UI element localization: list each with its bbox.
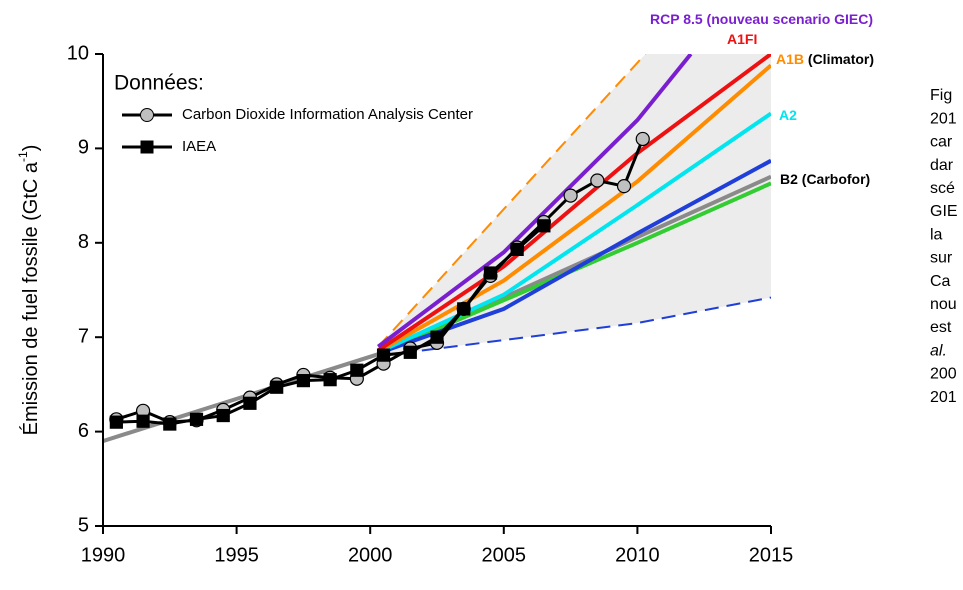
legend-label: Carbon Dioxide Information Analysis Cent… — [182, 106, 473, 123]
side-text-line: nou — [930, 296, 957, 313]
scenario-label: B2 (Carbofor) — [780, 171, 870, 187]
side-text-line: scé — [930, 180, 955, 197]
scenario-label-part: (Climator) — [804, 51, 874, 67]
scenario-line — [377, 54, 647, 348]
side-text-line: est — [930, 319, 952, 336]
marker — [430, 330, 444, 344]
marker — [109, 415, 123, 429]
scenario-label-part: A1FI — [727, 31, 757, 47]
x-tick-label: 1990 — [81, 544, 126, 566]
y-tick-label: 8 — [78, 231, 89, 253]
x-tick-label: 2000 — [348, 544, 393, 566]
y-axis-label: Émission de fuel fossile (GtC a-1) — [16, 145, 42, 436]
side-text-line: GIE — [930, 203, 958, 220]
scenario-line — [377, 54, 693, 349]
marker — [403, 345, 417, 359]
scenario-label-part: A2 — [779, 107, 797, 123]
legend-marker — [140, 108, 154, 122]
plot-area — [103, 54, 771, 443]
scenario-line — [377, 111, 771, 355]
marker — [270, 380, 284, 394]
side-text-line: 201 — [930, 389, 957, 406]
scenario-line — [377, 63, 771, 354]
scenario-line — [377, 54, 771, 353]
x-tick-label: 2010 — [615, 544, 660, 566]
marker — [590, 173, 605, 188]
y-tick-label: 6 — [78, 420, 89, 442]
marker — [537, 219, 551, 233]
marker — [483, 266, 498, 280]
scenario-line — [377, 181, 771, 357]
side-text-line: la — [930, 226, 943, 243]
side-text-line: Fig — [930, 87, 952, 104]
marker — [635, 131, 650, 147]
y-tick-label: 5 — [78, 514, 89, 536]
legend-title: Données: — [114, 72, 204, 95]
marker — [296, 374, 310, 388]
side-text-line: al. — [930, 342, 947, 359]
marker — [136, 414, 150, 428]
marker — [323, 373, 337, 387]
y-tick-label: 9 — [78, 137, 89, 159]
x-tick-label: 2005 — [482, 544, 527, 566]
legend-label: IAEA — [182, 138, 216, 155]
y-tick-label: 7 — [78, 325, 89, 347]
side-text-line: sur — [930, 250, 953, 267]
legend-marker — [140, 140, 154, 154]
marker — [189, 412, 204, 426]
side-text-line: car — [930, 134, 953, 151]
marker — [350, 363, 364, 377]
side-text-line: 201 — [930, 110, 957, 127]
scenario-label: A1FI — [727, 31, 757, 47]
marker — [510, 242, 524, 257]
marker — [216, 408, 230, 423]
scenario-label: RCP 8.5 (nouveau scenario GIEC) — [650, 11, 873, 27]
y-tick-label: 10 — [67, 42, 89, 64]
side-text: Fig 201 car dar scé GIE la sur Ca nou est al. 200 201 — [930, 87, 958, 406]
scenario-label-part: A1B — [776, 51, 804, 67]
marker — [243, 396, 257, 410]
side-text-line: Ca — [930, 273, 951, 290]
scenario-label: A1B (Climator) — [776, 51, 874, 67]
scenario-label: A2 — [779, 107, 797, 123]
side-text-line: dar — [930, 157, 954, 174]
side-text-line: 200 — [930, 366, 957, 383]
y-label-end: ) — [20, 145, 42, 152]
marker — [376, 348, 391, 362]
marker — [457, 302, 471, 316]
y-label-sup: -1 — [16, 151, 30, 162]
marker — [563, 188, 578, 203]
x-tick-label: 1995 — [214, 544, 259, 566]
y-label-main: Émission de fuel fossile (GtC a — [19, 161, 42, 435]
marker — [163, 417, 177, 431]
scenario-label-part: RCP 8.5 (nouveau scenario GIEC) — [650, 11, 873, 27]
marker — [616, 179, 632, 194]
scenario-label-part: B2 (Carbofor) — [780, 171, 870, 187]
x-tick-label: 2015 — [749, 544, 794, 566]
